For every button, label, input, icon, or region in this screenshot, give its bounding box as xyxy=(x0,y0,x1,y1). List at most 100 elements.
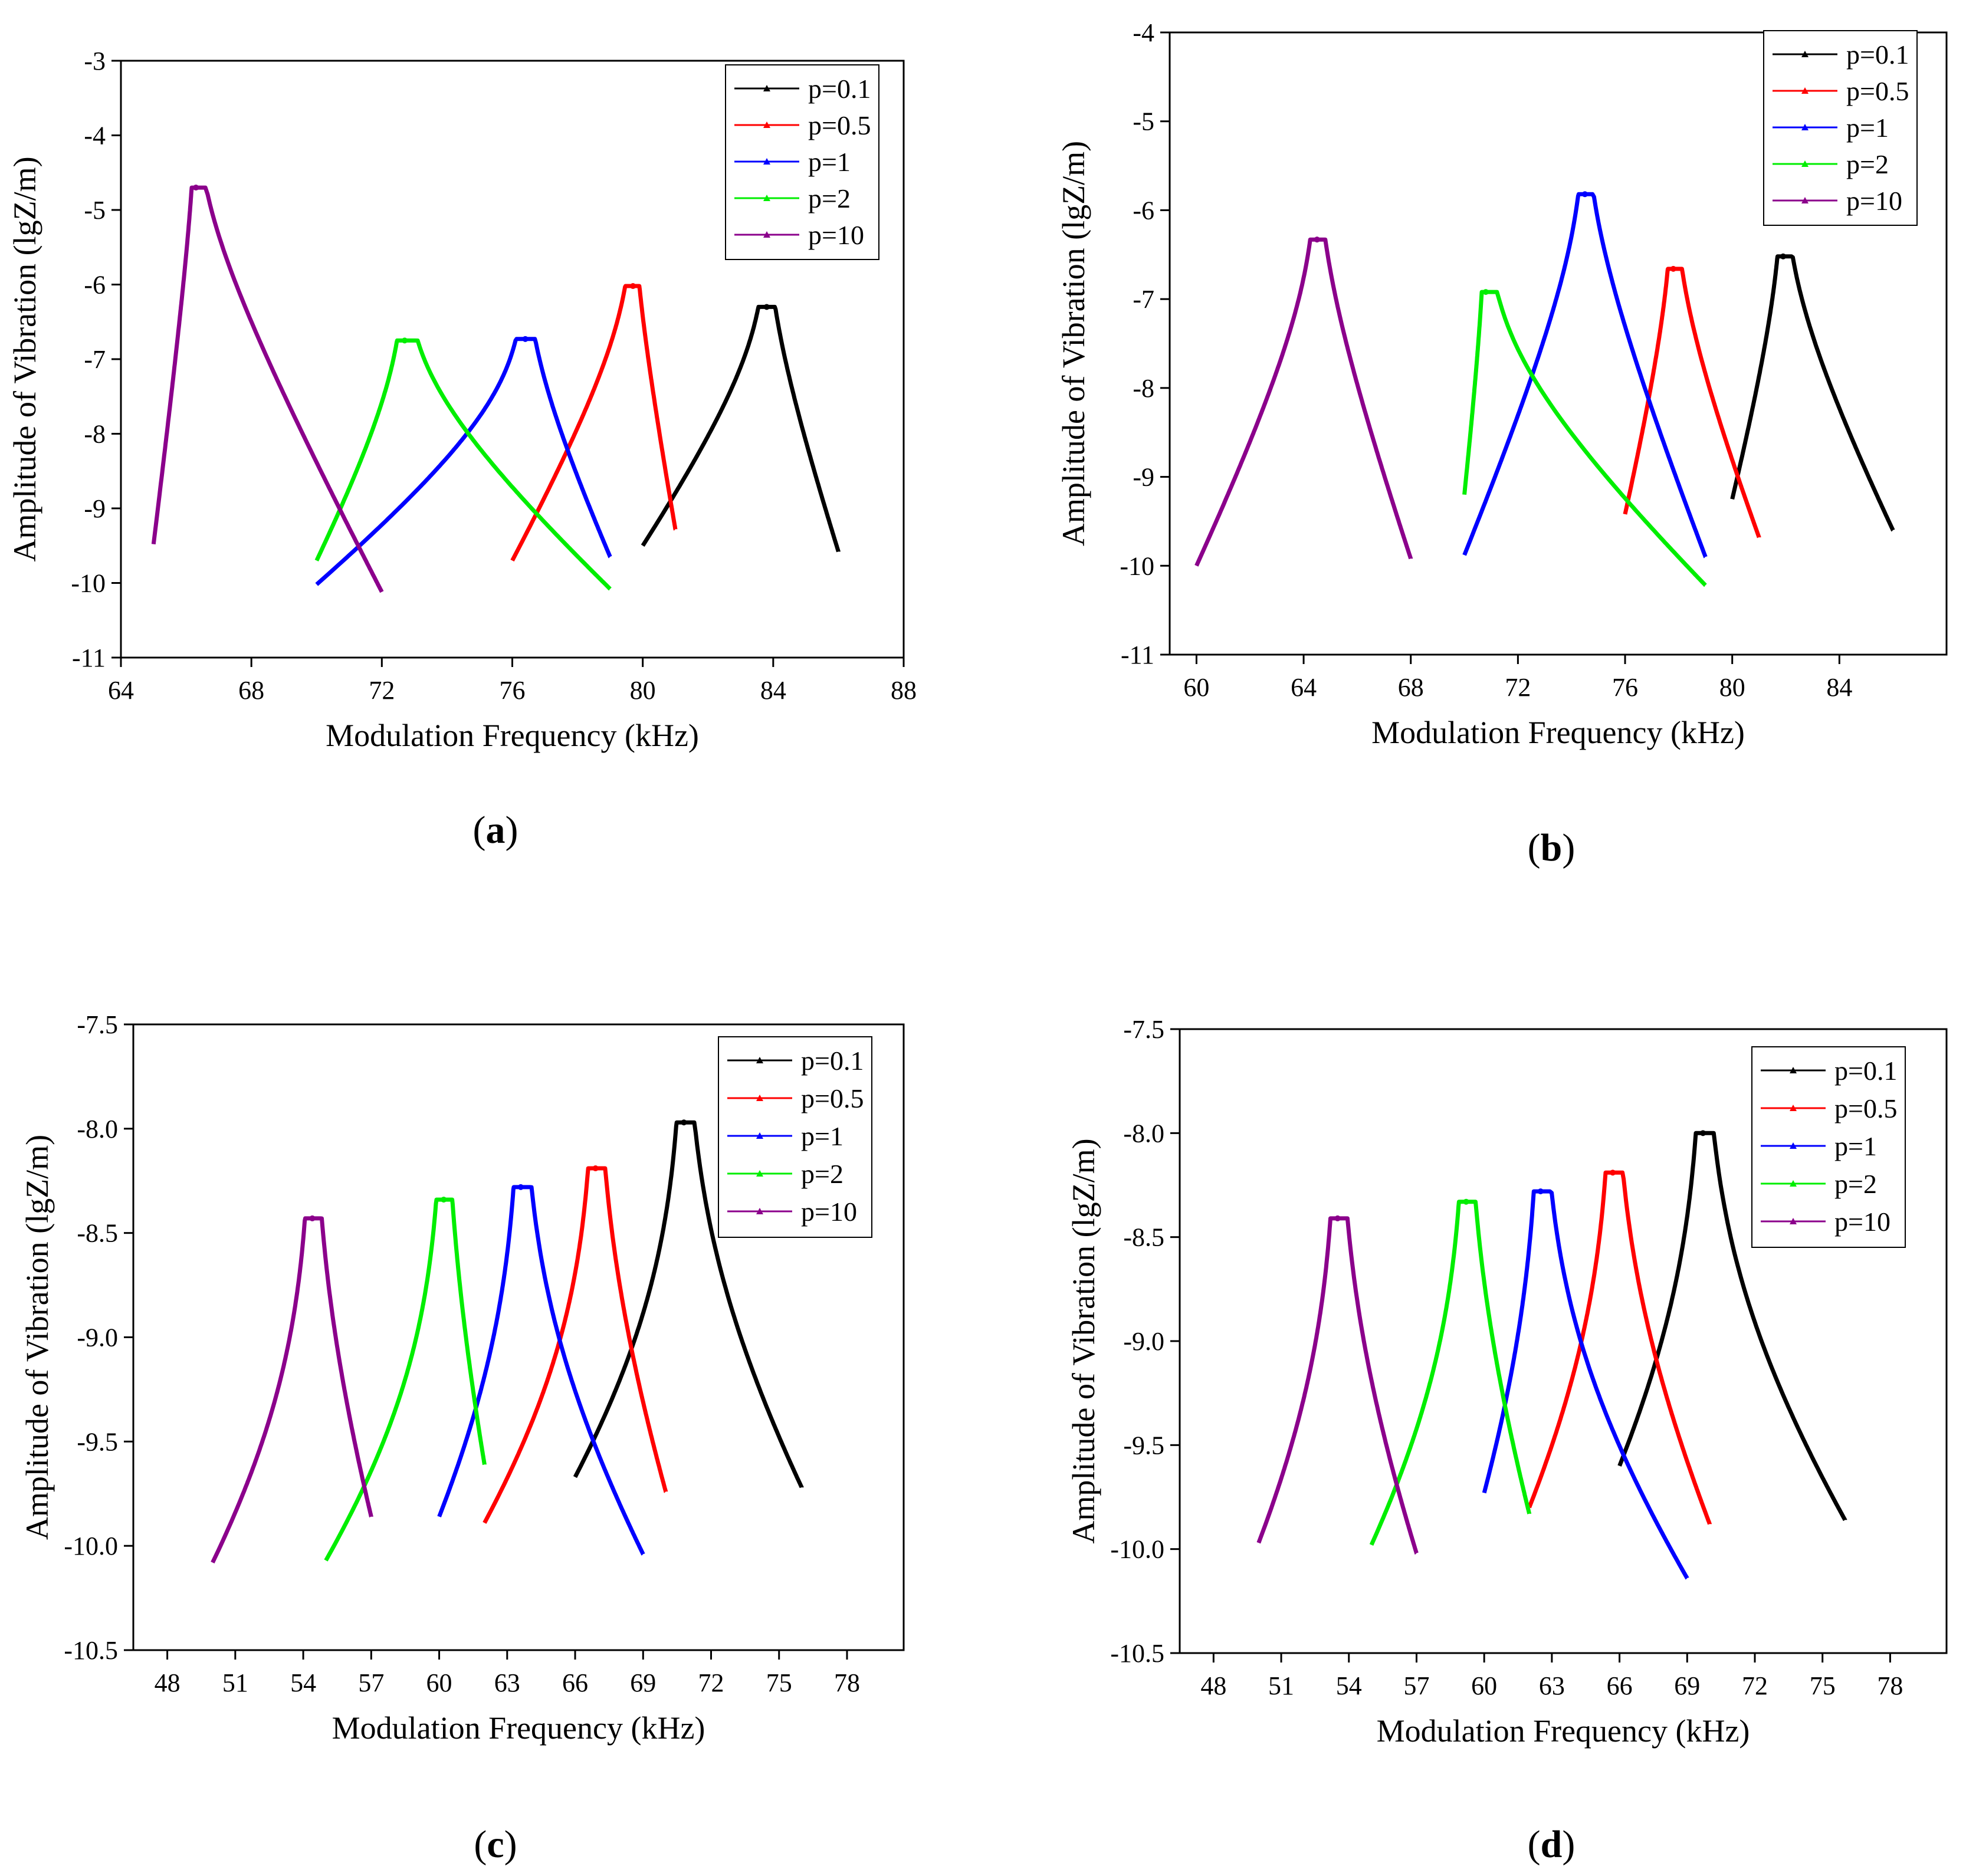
legend: p=0.1 p=0.5 p=1 p=2 p=10 xyxy=(725,64,879,260)
series-p01-peak-marker xyxy=(1780,253,1786,259)
legend-marker xyxy=(763,85,770,91)
x-tick-label: 78 xyxy=(834,1668,860,1697)
y-tick-label: -10 xyxy=(71,569,106,598)
chart-b: 60 64 68 72 76 80 84 -11 -10 -9 -8 -7 -6 -5 -4 Modulati… xyxy=(1056,18,1948,750)
legend-label: p=1 xyxy=(1846,113,1889,143)
legend-marker xyxy=(1790,1105,1797,1111)
legend-marker xyxy=(763,231,770,238)
y-axis-label: Amplitude of Vibration (lgZ/m) xyxy=(1056,141,1091,546)
x-tick-label: 54 xyxy=(1336,1671,1362,1700)
legend-box xyxy=(1751,1046,1906,1248)
series-p05-peak-marker xyxy=(1670,265,1676,272)
y-tick-label: -10 xyxy=(1120,551,1154,580)
legend: p=0.1 p=0.5 p=1 p=2 p=10 xyxy=(718,1036,872,1238)
x-axis-label: Modulation Frequency (kHz) xyxy=(1371,715,1745,750)
x-tick-label: 54 xyxy=(290,1668,316,1697)
x-axis-label: Modulation Frequency (kHz) xyxy=(326,718,699,753)
series-p01-peak-marker xyxy=(1700,1130,1706,1136)
y-tick-label: -8.0 xyxy=(77,1115,118,1144)
series-p2-line xyxy=(1369,1200,1532,1546)
plot-frame xyxy=(1169,31,1948,656)
legend-label: p=0.1 xyxy=(801,1046,864,1076)
legend-label: p=0.1 xyxy=(1834,1056,1897,1086)
x-tick-label: 72 xyxy=(369,676,395,705)
x-tick-label: 64 xyxy=(1291,673,1317,702)
caption-b-letter: b xyxy=(1540,826,1563,869)
legend-marker xyxy=(1790,1218,1797,1224)
legend-marker xyxy=(756,1208,763,1214)
x-tick-label: 66 xyxy=(562,1668,588,1697)
series-p2-peak-marker xyxy=(1482,289,1489,295)
legend-label: p=1 xyxy=(801,1121,843,1151)
x-tick-label: 63 xyxy=(494,1668,520,1697)
legend-label: p=10 xyxy=(801,1197,857,1227)
legend: p=0.1 p=0.5 p=1 p=2 p=10 xyxy=(1751,1046,1906,1248)
y-tick-label: -9.0 xyxy=(77,1323,118,1352)
series-p10-line xyxy=(151,185,384,594)
series-p2-line xyxy=(1462,290,1708,587)
x-tick-label: 76 xyxy=(500,676,526,705)
legend-label: p=0.5 xyxy=(1846,76,1909,106)
y-tick-label: -7.5 xyxy=(77,1010,118,1039)
x-tick-label: 57 xyxy=(358,1668,384,1697)
x-tick-label: 51 xyxy=(222,1668,248,1697)
series-p10-peak-marker xyxy=(1314,236,1320,243)
x-tick-label: 72 xyxy=(698,1668,724,1697)
x-tick-label: 72 xyxy=(1505,673,1531,702)
series-p1-peak-marker xyxy=(1581,191,1588,198)
x-tick-label: 72 xyxy=(1742,1671,1768,1700)
caption-a: (a) xyxy=(472,809,518,852)
x-tick-label: 84 xyxy=(1826,673,1852,702)
caption-d-letter: d xyxy=(1540,1823,1563,1866)
y-tick-label: -4 xyxy=(84,121,106,150)
series-p1-peak-marker xyxy=(522,336,529,342)
legend-label: p=0.1 xyxy=(808,74,871,104)
legend-marker xyxy=(1790,1180,1797,1187)
y-tick-label: -8.5 xyxy=(1123,1223,1164,1252)
x-tick-label: 60 xyxy=(1183,673,1209,702)
x-tick-label: 66 xyxy=(1607,1671,1633,1700)
series-p1-peak-marker xyxy=(1537,1188,1544,1195)
y-tick-label: -9.0 xyxy=(1123,1327,1164,1356)
y-tick-label: -9 xyxy=(1133,463,1154,492)
legend-box xyxy=(718,1036,872,1238)
x-tick-label: 48 xyxy=(1200,1671,1226,1700)
series-p10-line xyxy=(1194,237,1413,567)
legend-label: p=10 xyxy=(1846,186,1902,216)
legend-marker xyxy=(1801,87,1809,94)
y-tick-label: -10.0 xyxy=(64,1532,118,1560)
legend-marker xyxy=(1790,1142,1797,1149)
y-axis-label: Amplitude of Vibration (lgZ/m) xyxy=(1066,1138,1101,1543)
y-tick-label: -7 xyxy=(1133,285,1154,314)
legend-marker xyxy=(1801,51,1809,57)
y-tick-label: -8 xyxy=(84,420,106,449)
legend-label: p=2 xyxy=(1834,1169,1877,1199)
legend-label: p=0.5 xyxy=(1834,1093,1897,1123)
series-p2-line xyxy=(324,1197,487,1562)
y-tick-label: -6 xyxy=(84,271,106,300)
x-tick-label: 75 xyxy=(1810,1671,1836,1700)
y-tick-label: -8 xyxy=(1133,374,1154,403)
legend-marker xyxy=(763,158,770,165)
x-tick-label: 64 xyxy=(108,676,134,705)
series-p05-peak-marker xyxy=(630,283,636,290)
x-tick-label: 51 xyxy=(1268,1671,1294,1700)
series-p01-peak-marker xyxy=(763,304,770,310)
y-tick-label: -7 xyxy=(84,345,106,374)
x-tick-label: 69 xyxy=(1674,1671,1700,1700)
y-tick-label: -10.5 xyxy=(64,1636,118,1665)
x-axis-label: Modulation Frequency (kHz) xyxy=(1377,1713,1750,1749)
y-tick-label: -11 xyxy=(1121,640,1154,669)
x-tick-label: 68 xyxy=(1398,673,1424,702)
legend-label: p=0.5 xyxy=(801,1083,864,1113)
legend-label: p=0.1 xyxy=(1846,40,1909,70)
legend-marker xyxy=(1801,160,1809,167)
chart-a: 64 68 72 76 80 84 88 -11 -10 -9 -8 -7 -6 -5 -4 -3 Modula… xyxy=(7,47,917,753)
x-tick-label: 63 xyxy=(1539,1671,1565,1700)
series-p2-peak-marker xyxy=(1463,1198,1469,1205)
series-p10-peak-marker xyxy=(1334,1215,1341,1221)
x-tick-label: 80 xyxy=(630,676,656,705)
chart-c: 48 51 54 57 60 63 66 69 72 75 78 -10.5 -10.0 -9.5 -9.0… xyxy=(19,1010,905,1746)
legend-label: p=1 xyxy=(1834,1131,1877,1161)
legend-label: p=10 xyxy=(808,220,864,250)
